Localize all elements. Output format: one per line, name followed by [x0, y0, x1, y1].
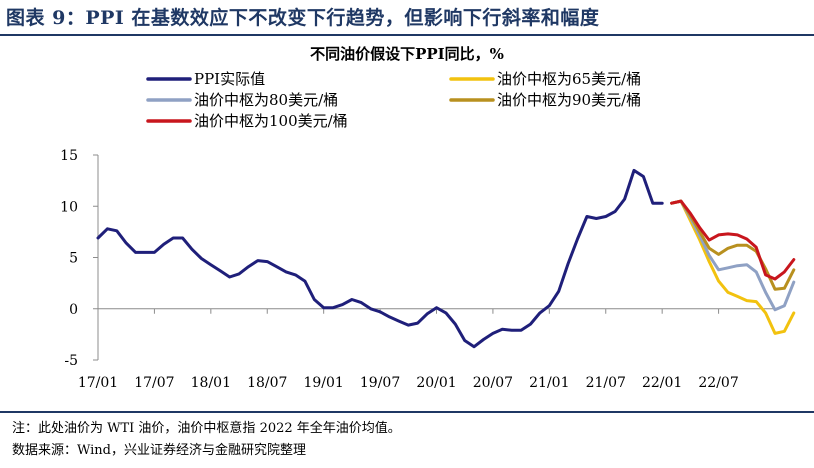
x-tick-label: 20/01: [416, 375, 456, 391]
x-tick-label: 19/07: [360, 375, 400, 391]
y-tick-label: 15: [60, 148, 78, 164]
y-tick-label: 10: [60, 199, 78, 215]
series-lines: [96, 168, 796, 349]
series-line-0: [96, 168, 664, 349]
y-tick-label: 5: [69, 251, 78, 267]
x-tick-label: 22/07: [698, 375, 738, 391]
legend-label-3: 油价中枢为90美元/桶: [497, 91, 641, 109]
y-tick-label: 0: [69, 302, 78, 318]
footer-rule: [0, 411, 814, 413]
x-tick-label: 19/01: [303, 375, 343, 391]
figure-title: 图表 9：PPI 在基数效应下不改变下行趋势，但影响下行斜率和幅度: [6, 7, 600, 29]
x-tick-label: 21/07: [586, 375, 626, 391]
x-tick-label: 20/07: [473, 375, 513, 391]
x-tick-label: 18/07: [247, 375, 287, 391]
source-note: 数据来源：Wind，兴业证券经济与金融研究院整理: [12, 443, 306, 458]
legend-label-1: 油价中枢为65美元/桶: [497, 70, 641, 88]
axes: -5 0 5 10 15 17/01 17/07 18/01 18/07 19/01 19/07 20…: [60, 148, 775, 391]
legend-label-0: PPI实际值: [194, 70, 265, 88]
x-tick-label: 22/01: [642, 375, 682, 391]
series-line-4: [670, 199, 796, 281]
legend-label-2: 油价中枢为80美元/桶: [194, 91, 338, 109]
y-tick-label: -5: [64, 353, 78, 369]
x-tick-label: 18/01: [191, 375, 231, 391]
legend-label-4: 油价中枢为100美元/桶: [194, 112, 348, 130]
title-rule: [0, 34, 814, 36]
footnote: 注：此处油价为 WTI 油价，油价中枢意指 2022 年全年油价均值。: [12, 421, 401, 436]
chart-title: 不同油价假设下PPI同比，%: [310, 45, 504, 63]
x-tick-label: 21/01: [529, 375, 569, 391]
x-tick-label: 17/01: [78, 375, 118, 391]
x-tick-label: 17/07: [134, 375, 174, 391]
